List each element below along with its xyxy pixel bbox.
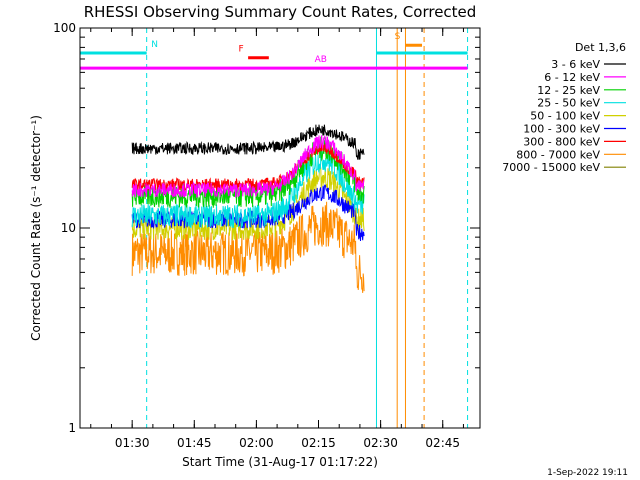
flag-label-S: S [395,32,401,42]
legend-label: 800 - 7000 keV [516,148,600,161]
chart-title: RHESSI Observing Summary Count Rates, Co… [84,3,477,21]
y-axis-label: Corrected Count Rate (s⁻¹ detector⁻¹) [29,115,43,341]
y-tick-label: 10 [61,221,76,235]
legend-title: Det 1,3,6 [575,41,626,54]
x-axis-label: Start Time (31-Aug-17 01:17:22) [182,455,378,469]
y-tick-label: 100 [53,21,76,35]
flag-label-N: N [151,40,158,50]
x-tick-label: 02:45 [425,436,460,450]
series-line-6 [131,142,365,192]
x-tick-label: 02:00 [239,436,274,450]
x-tick-label: 02:30 [363,436,398,450]
flag-label-F: F [239,45,244,55]
x-tick-label: 01:30 [115,436,150,450]
legend-label: 50 - 100 keV [530,110,600,123]
series-line-1 [131,135,365,199]
legend-label: 6 - 12 keV [544,71,600,84]
x-tick-label: 02:15 [301,436,336,450]
flag-label-AB: AB [315,55,327,65]
series-line-3 [131,147,365,229]
y-axis: 100 10 1 [53,21,480,435]
x-tick-label: 01:45 [177,436,212,450]
legend-label: 3 - 6 keV [551,58,600,71]
y-tick-label: 1 [68,421,76,435]
series-line-0 [131,124,365,160]
legend-label: 7000 - 15000 keV [502,161,600,174]
footer-timestamp: 1-Sep-2022 19:11 [547,468,628,478]
legend-label: 12 - 25 keV [537,84,600,97]
legend-label: 300 - 800 keV [523,135,600,148]
series-line-4 [131,165,365,241]
legend-label: 25 - 50 keV [537,97,600,110]
legend-label: 100 - 300 keV [523,123,600,136]
x-axis: 01:30 01:45 02:00 02:15 02:30 02:45 [90,28,464,450]
